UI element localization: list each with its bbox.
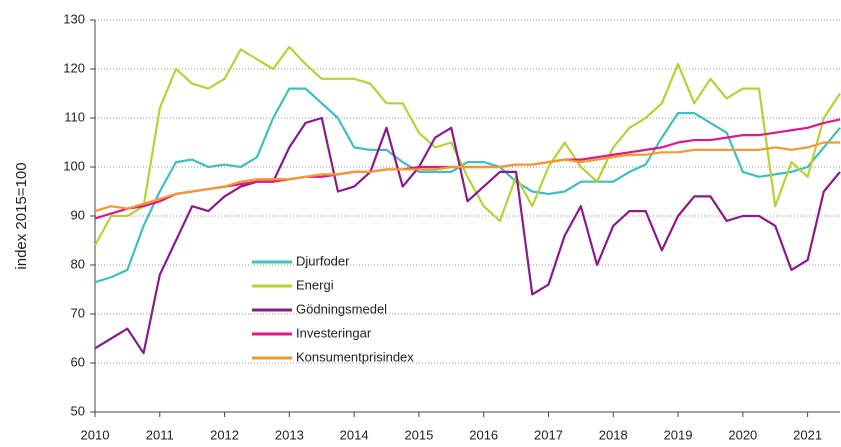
series-line xyxy=(94,141,840,213)
series-line xyxy=(94,116,841,355)
legend-label: Investeringar xyxy=(296,325,372,340)
y-tick-label: 90 xyxy=(71,207,85,222)
legend-label: Energi xyxy=(296,277,334,292)
x-tick-label: 2010 xyxy=(81,427,110,442)
x-tick-label: 2011 xyxy=(146,427,174,442)
y-tick-label: 100 xyxy=(63,158,85,173)
series-line xyxy=(94,45,841,246)
legend-label: Djurfoder xyxy=(296,253,350,268)
y-axis-label: index 2015=100 xyxy=(13,162,30,269)
x-tick-label: 2015 xyxy=(404,427,433,442)
x-tick-label: 2017 xyxy=(534,427,563,442)
y-tick-label: 120 xyxy=(63,60,85,75)
y-tick-label: 80 xyxy=(71,256,85,271)
series-line xyxy=(94,87,841,284)
legend-label: Konsumentprisindex xyxy=(296,349,414,364)
x-tick-label: 2018 xyxy=(599,427,628,442)
y-tick-label: 50 xyxy=(71,403,85,418)
x-tick-label: 2020 xyxy=(728,427,757,442)
y-tick-label: 130 xyxy=(63,11,85,26)
x-tick-label: 2012 xyxy=(210,427,239,442)
x-tick-label: 2016 xyxy=(469,427,498,442)
x-tick-label: 2019 xyxy=(664,427,693,442)
legend-label: Gödningsmedel xyxy=(296,301,387,316)
y-tick-label: 60 xyxy=(71,354,85,369)
y-tick-label: 110 xyxy=(64,109,85,124)
x-tick-label: 2013 xyxy=(275,427,304,442)
x-tick-label: 2014 xyxy=(340,427,369,442)
y-tick-label: 70 xyxy=(71,305,85,320)
x-tick-label: 2021 xyxy=(793,427,822,442)
